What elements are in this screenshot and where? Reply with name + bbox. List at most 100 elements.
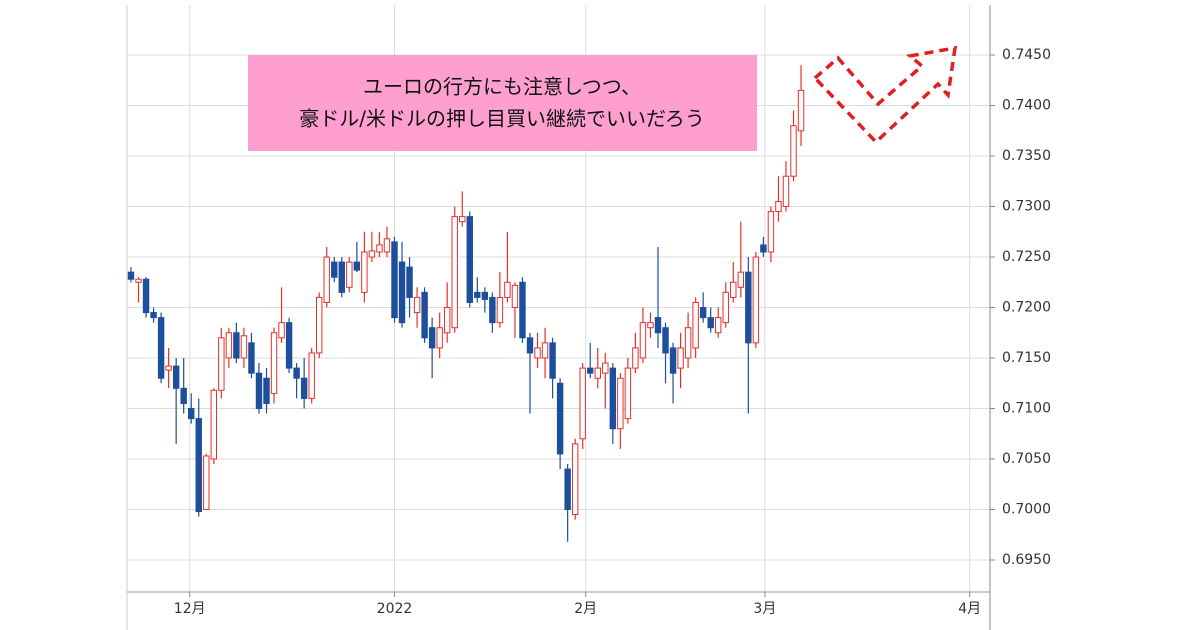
candle-body xyxy=(677,347,684,369)
candle-body xyxy=(195,418,202,513)
candle-body xyxy=(398,261,406,324)
candle-body xyxy=(233,332,240,359)
candle-body xyxy=(587,367,594,374)
candle-body xyxy=(218,337,225,391)
candle-body xyxy=(406,266,413,298)
y-tick-label: 0.7450 xyxy=(1002,47,1051,63)
candle-body xyxy=(564,468,571,510)
candle-body xyxy=(797,89,805,132)
candle-body xyxy=(165,365,172,371)
candle-body xyxy=(662,327,669,354)
candle-body xyxy=(647,322,654,329)
x-tick-label: 2022 xyxy=(377,601,413,617)
candle-body xyxy=(436,327,443,349)
candle-body xyxy=(451,216,458,329)
candle-body xyxy=(376,244,383,253)
candle-body xyxy=(617,377,624,430)
y-tick-label: 0.7200 xyxy=(1002,300,1051,316)
candle-body xyxy=(692,301,699,349)
candle-body xyxy=(782,175,790,208)
x-tick-label: 2月 xyxy=(574,601,597,617)
candle-body xyxy=(421,291,428,339)
candle-body xyxy=(504,281,511,298)
candle-body xyxy=(481,291,489,300)
candle-body xyxy=(541,342,549,359)
candle-body xyxy=(353,261,361,271)
candles xyxy=(127,65,805,542)
candle-body xyxy=(346,261,353,288)
candle-body xyxy=(767,211,775,253)
candle-body xyxy=(760,244,767,253)
candle-body xyxy=(157,317,165,379)
candle-body xyxy=(519,281,526,339)
candle-body xyxy=(654,317,662,334)
candle-body xyxy=(496,296,504,324)
candle-body xyxy=(745,271,752,344)
candle-body xyxy=(699,307,707,319)
candle-body xyxy=(609,367,617,430)
candle-body xyxy=(270,332,278,394)
candle-body xyxy=(534,347,541,359)
candle-body xyxy=(594,367,601,379)
candle-body xyxy=(489,296,496,324)
candle-body xyxy=(225,332,233,359)
candle-body xyxy=(331,261,338,278)
candle-body xyxy=(315,296,323,354)
candle-body xyxy=(338,261,346,293)
y-tick-label: 0.7350 xyxy=(1002,148,1051,164)
y-tick-label: 0.7050 xyxy=(1002,451,1051,467)
candle-body xyxy=(293,367,300,379)
candle-body xyxy=(135,278,142,283)
x-tick-label: 3月 xyxy=(753,601,776,617)
candle-body xyxy=(428,327,436,349)
candle-body xyxy=(368,250,376,258)
candle-body xyxy=(752,256,760,344)
candle-body xyxy=(775,200,782,213)
candle-body xyxy=(240,335,248,359)
candle-body xyxy=(413,296,421,314)
candle-body xyxy=(127,271,135,280)
candle-body xyxy=(361,251,368,293)
annotation-box xyxy=(248,55,757,151)
y-tick-label: 0.7100 xyxy=(1002,401,1051,417)
candle-body xyxy=(684,327,692,359)
y-tick-label: 0.7300 xyxy=(1002,199,1051,215)
candle-body xyxy=(150,312,157,319)
candle-body xyxy=(263,377,270,404)
candle-body xyxy=(526,337,534,354)
candle-body xyxy=(715,317,722,334)
candle-body xyxy=(308,352,315,399)
candle-body xyxy=(722,291,729,324)
candle-body xyxy=(443,307,451,334)
forecast-arrow xyxy=(812,45,958,145)
x-tick-label: 12月 xyxy=(174,601,206,617)
candle-body xyxy=(278,322,285,339)
candle-body xyxy=(639,322,647,359)
y-tick-label: 0.7250 xyxy=(1002,249,1051,265)
candle-body xyxy=(737,271,745,288)
candle-body xyxy=(142,278,150,314)
y-tick-label: 0.7150 xyxy=(1002,350,1051,366)
candle-body xyxy=(172,365,180,389)
candle-body xyxy=(203,455,210,510)
candle-body xyxy=(602,362,609,374)
candle-body xyxy=(624,367,632,420)
candle-body xyxy=(474,291,481,298)
candle-body xyxy=(511,284,519,309)
y-tick-label: 0.7400 xyxy=(1002,98,1051,114)
candle-body xyxy=(579,367,586,440)
candle-body xyxy=(285,322,293,369)
candle-body xyxy=(383,238,391,253)
candle-body xyxy=(300,377,308,399)
candle-body xyxy=(549,342,556,379)
candle-body xyxy=(632,347,639,369)
candle-body xyxy=(248,342,255,374)
y-tick-label: 0.7000 xyxy=(1002,501,1051,517)
candle-body xyxy=(391,241,398,319)
annotation-line: 豪ドル/米ドルの押し目買い継続でいいだろう xyxy=(299,107,705,131)
candle-body xyxy=(210,389,218,460)
y-tick-label: 0.6950 xyxy=(1002,552,1051,568)
x-tick-label: 4月 xyxy=(958,601,981,617)
